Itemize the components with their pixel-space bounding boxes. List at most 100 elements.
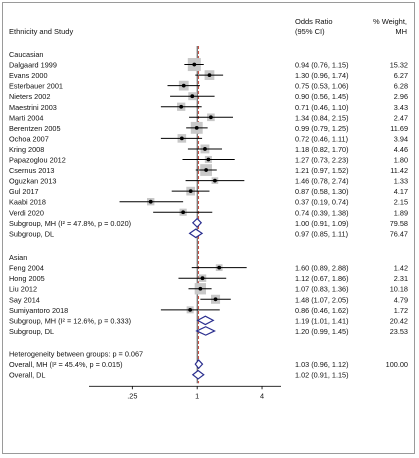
study-label: Oguzkan 2013: [9, 177, 56, 186]
weight-header-line1: % Weight,: [372, 17, 407, 26]
overall-ci-text: 1.03 (0.96, 1.12): [295, 360, 349, 369]
study-ci-text: 0.99 (0.79, 1.25): [295, 124, 349, 133]
study-label: Liu 2012: [9, 285, 37, 294]
study-point: [181, 210, 186, 215]
study-point: [204, 168, 209, 172]
study-point: [190, 94, 195, 99]
study-weight-text: 3.43: [394, 103, 408, 112]
subgroup-ci-text: 0.97 (0.85, 1.11): [295, 229, 348, 238]
study-point: [188, 307, 193, 312]
study-point: [203, 147, 207, 151]
study-point: [192, 62, 197, 67]
study-ci-text: 1.21 (0.97, 1.52): [295, 166, 349, 175]
group-label: Asian: [9, 253, 27, 262]
study-ci-text: 0.72 (0.46, 1.11): [295, 134, 348, 143]
subgroup-diamond: [196, 315, 215, 326]
subgroup-ci-text: 1.20 (0.99, 1.45): [295, 327, 349, 336]
study-point: [179, 104, 184, 109]
study-ci-text: 1.46 (0.78, 2.74): [295, 177, 349, 186]
study-label: Sumiyantoro 2018: [9, 306, 68, 315]
study-ci-text: 0.71 (0.46, 1.10): [295, 103, 349, 112]
study-label: Dalgaard 1999: [9, 61, 57, 70]
study-ci-text: 1.18 (0.82, 1.70): [295, 145, 349, 154]
study-point: [198, 286, 203, 291]
study-ci-text: 1.30 (0.96, 1.74): [295, 71, 349, 80]
study-weight-text: 4.17: [394, 187, 408, 196]
study-label: Nieters 2002: [9, 92, 50, 101]
study-ci-text: 0.87 (0.58, 1.30): [295, 187, 349, 196]
study-ci-text: 0.86 (0.46, 1.62): [295, 306, 349, 315]
x-axis-tick-label: 1: [195, 391, 199, 400]
study-point: [188, 189, 193, 194]
study-weight-text: 4.46: [394, 145, 408, 154]
study-label: Feng 2004: [9, 264, 44, 273]
study-label: Gul 2017: [9, 187, 39, 196]
study-label: Papazoglou 2012: [9, 156, 66, 165]
study-point: [206, 157, 211, 162]
subgroup-weight-text: 76.47: [390, 229, 408, 238]
study-label: Verdi 2020: [9, 208, 44, 217]
study-label: Say 2014: [9, 295, 40, 304]
study-weight-text: 2.15: [394, 198, 408, 207]
weight-header: % Weight, MH: [373, 17, 407, 37]
study-label: Hong 2005: [9, 274, 45, 283]
study-weight-text: 2.31: [394, 274, 408, 283]
study-label: Csernus 2013: [9, 166, 54, 175]
heterogeneity-label: Heterogeneity between groups: p = 0.067: [9, 350, 143, 359]
subgroup-label: Subgroup, MH (I² = 12.6%, p = 0.333): [9, 316, 131, 325]
study-label: Marti 2004: [9, 113, 43, 122]
weight-header-line2: MH: [395, 27, 407, 36]
study-weight-text: 4.79: [394, 295, 408, 304]
study-ci-text: 1.12 (0.67, 1.86): [295, 274, 349, 283]
subgroup-weight-text: 79.58: [390, 219, 408, 228]
study-ci-text: 1.60 (0.89, 2.88): [295, 264, 349, 273]
study-ci-text: 0.94 (0.76, 1.15): [295, 61, 349, 70]
subgroup-weight-text: 20.42: [390, 316, 408, 325]
study-point: [148, 199, 153, 204]
forest-plot-frame: Ethnicity and Study Odds Ratio (95% CI) …: [2, 2, 415, 454]
subgroup-label: Subgroup, MH (I² = 47.8%, p = 0.020): [9, 219, 131, 228]
study-ci-text: 0.74 (0.39, 1.38): [295, 208, 349, 217]
study-point: [208, 115, 213, 120]
study-label: Kaabi 2018: [9, 198, 46, 207]
study-ci-text: 1.34 (0.84, 2.15): [295, 113, 349, 122]
study-weight-text: 1.42: [394, 264, 408, 273]
study-point: [217, 265, 222, 270]
study-weight-text: 1.80: [394, 156, 408, 165]
study-weight-text: 1.33: [394, 177, 408, 186]
study-ci-text: 1.27 (0.73, 2.23): [295, 156, 349, 165]
subgroup-ci-text: 1.00 (0.91, 1.09): [295, 219, 349, 228]
odds-ratio-header: Odds Ratio (95% CI): [295, 17, 333, 37]
study-weight-text: 15.32: [390, 61, 408, 70]
subgroup-diamond: [188, 228, 204, 239]
study-weight-text: 6.27: [394, 71, 408, 80]
odds-ratio-header-line1: Odds Ratio: [295, 17, 333, 26]
overall-ci-text: 1.02 (0.91, 1.15): [295, 371, 349, 380]
subgroup-label: Subgroup, DL: [9, 327, 54, 336]
study-weight-text: 10.18: [390, 285, 408, 294]
overall-diamond: [194, 359, 204, 370]
x-axis-tick-label: .25: [127, 391, 137, 400]
subgroup-weight-text: 23.53: [390, 327, 408, 336]
study-ci-text: 0.75 (0.53, 1.06): [295, 82, 349, 91]
study-ci-text: 0.90 (0.56, 1.45): [295, 92, 349, 101]
study-point: [179, 136, 184, 141]
subgroup-label: Subgroup, DL: [9, 229, 54, 238]
overall-weight-text: 100.00: [386, 360, 408, 369]
study-weight-text: 2.96: [394, 92, 408, 101]
subgroup-diamond: [191, 217, 203, 228]
study-point: [181, 83, 186, 88]
study-weight-text: 2.47: [394, 113, 408, 122]
overall-label: Overall, MH (I² = 45.4%, p = 0.015): [9, 360, 123, 369]
x-axis-tick-label: 4: [260, 391, 264, 400]
study-ci-text: 0.37 (0.19, 0.74): [295, 198, 349, 207]
study-point: [212, 178, 217, 183]
study-weight-text: 11.69: [390, 124, 408, 133]
study-label: Maestrini 2003: [9, 103, 57, 112]
study-label: Kring 2008: [9, 145, 44, 154]
study-weight-text: 3.94: [394, 134, 408, 143]
odds-ratio-header-line2: (95% CI): [295, 27, 325, 36]
study-ci-text: 1.07 (0.83, 1.36): [295, 285, 349, 294]
study-column-header: Ethnicity and Study: [9, 27, 74, 36]
